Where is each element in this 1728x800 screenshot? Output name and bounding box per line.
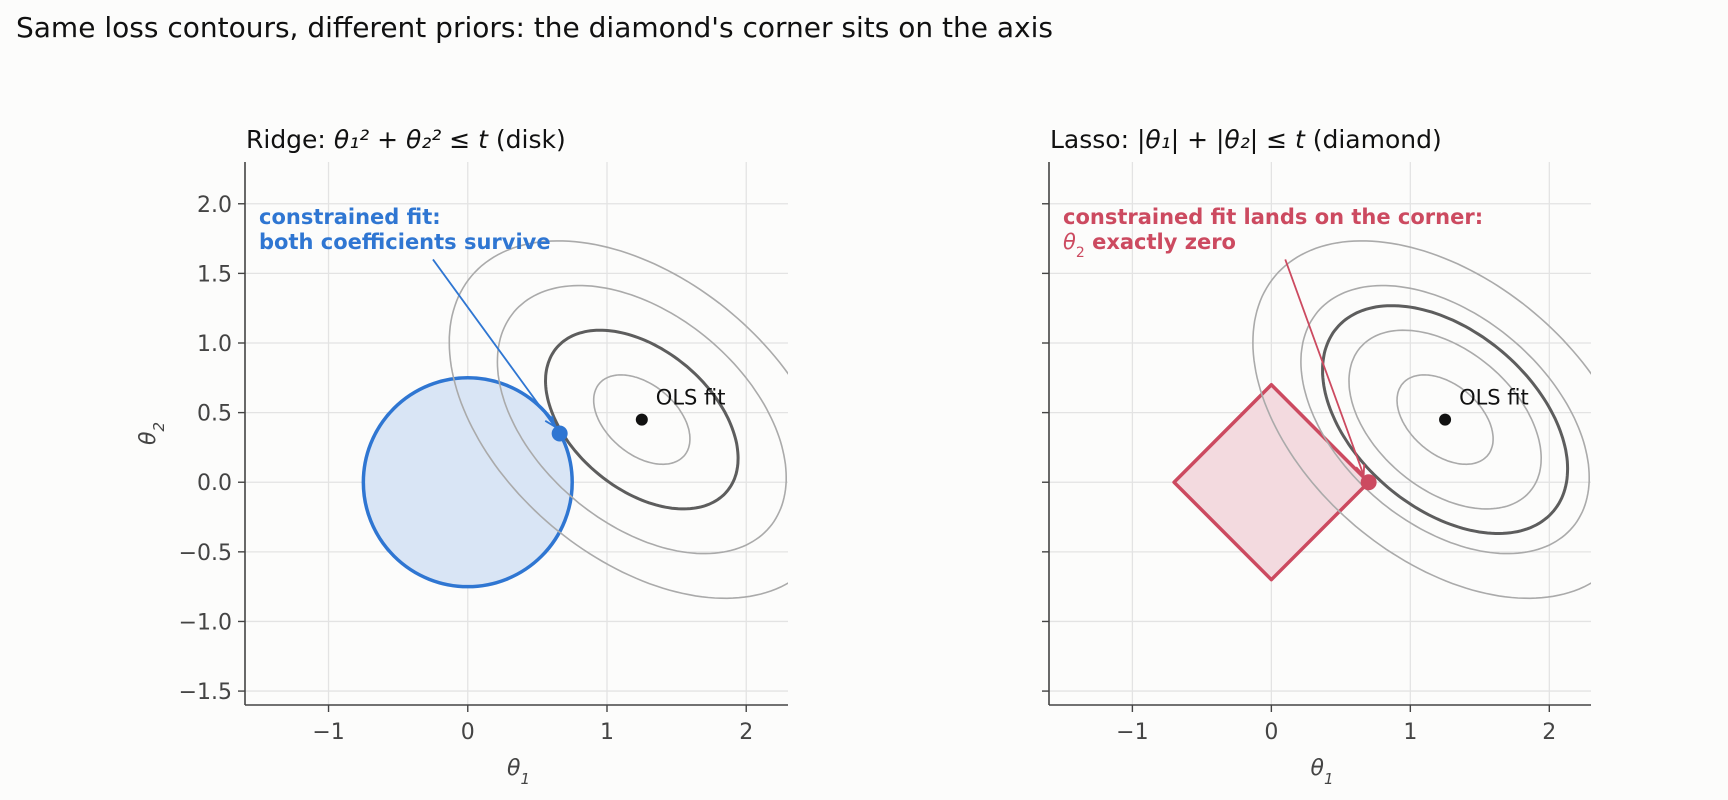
panel-title: Lasso: |θ₁| + |θ₂| ≤ t (diamond) [1050, 125, 1442, 154]
y-axis-label: θ2 [136, 422, 168, 445]
loss-contour [1252, 240, 1591, 600]
x-tick-label: 1 [600, 720, 614, 745]
y-tick-label: 0.0 [197, 471, 232, 496]
constrained-fit-point [1360, 474, 1377, 491]
annotation-arrowhead [544, 415, 557, 429]
x-axis-label: θ1 [1310, 756, 1333, 788]
annotation-text: constrained fit: both coefficients surviv… [259, 205, 551, 254]
x-tick-label: 2 [739, 720, 753, 745]
x-tick-label: −1 [312, 720, 344, 745]
ols-label: OLS fit [1459, 386, 1529, 410]
x-tick-label: 0 [461, 720, 475, 745]
y-tick-label: 2.0 [197, 193, 232, 218]
ols-label: OLS fit [656, 386, 726, 410]
annotation-arrowhead [1355, 464, 1366, 478]
annotation-arrow [432, 258, 556, 428]
loss-contour [1300, 284, 1590, 555]
y-tick-label: 1.5 [197, 262, 232, 287]
plot-area [1172, 240, 1591, 600]
ols-point [635, 413, 648, 426]
constraint-disk [361, 376, 574, 589]
x-tick-label: 1 [1403, 720, 1417, 745]
y-tick-label: −0.5 [179, 541, 232, 566]
loss-contour-tangent [543, 328, 740, 511]
constraint-diamond [1172, 383, 1371, 582]
panel-title: Ridge: θ₁² + θ₂² ≤ t (disk) [246, 125, 566, 154]
loss-contour [1348, 329, 1543, 510]
y-tick-label: −1.5 [179, 680, 232, 705]
y-tick-label: −1.0 [179, 610, 232, 635]
loss-contour [1396, 374, 1494, 466]
x-axis-label: θ1 [507, 756, 530, 788]
annotation-arrow [1284, 259, 1365, 476]
x-tick-label: 2 [1542, 720, 1556, 745]
plot-area [361, 240, 788, 600]
y-tick-label: 0.5 [197, 402, 232, 427]
constrained-fit-point [551, 425, 568, 442]
ols-point [1439, 413, 1452, 426]
y-tick-label: 1.0 [197, 332, 232, 357]
loss-contour [448, 240, 788, 600]
ridge-panel: −1 0 1 2 −1.5 −1.0 −0.5 0.0 0.5 1.0 1.5 2.0 θ1 θ2 Ridg… [136, 125, 788, 788]
loss-contour [592, 374, 691, 466]
annotation-text: constrained fit lands on the corner: θ2 e… [1063, 205, 1483, 261]
loss-contour-tangent [1321, 304, 1570, 535]
lasso-panel: −1 0 1 2 θ1 Lasso: |θ₁| + |θ₂| ≤ t (diamond) O… [1042, 125, 1591, 788]
loss-contour [496, 284, 787, 555]
x-tick-label: 0 [1264, 720, 1278, 745]
figure-suptitle: Same loss contours, different priors: th… [16, 11, 1053, 44]
x-tick-label: −1 [1116, 720, 1148, 745]
